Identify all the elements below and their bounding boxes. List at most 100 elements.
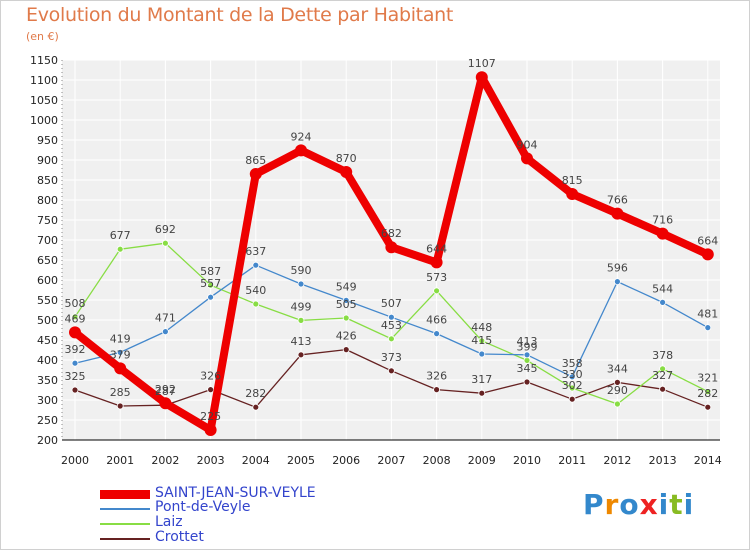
y-tick-label: 600 [37,274,58,287]
x-tick-label: 2011 [558,454,586,467]
data-point [71,313,79,321]
data-point [252,300,260,308]
legend-label: Pont-de-Veyle [155,499,251,515]
data-point [614,400,621,408]
data-label: 290 [607,384,628,397]
data-point [71,359,79,367]
data-point [252,403,260,411]
data-point [207,293,215,301]
data-point [611,207,624,220]
data-label: 549 [336,280,357,293]
data-point [566,188,579,200]
data-label: 448 [471,321,492,334]
data-point [116,402,124,410]
legend-label: SAINT-JEAN-SUR-VEYLE [155,485,316,501]
data-point [614,278,621,286]
data-label: 716 [652,214,673,227]
data-label: 1107 [468,57,496,70]
data-label: 292 [155,383,176,396]
legend-label: Laiz [155,514,183,530]
data-point [704,388,712,396]
data-label: 870 [336,152,357,165]
data-point [249,168,262,180]
data-point [159,397,172,410]
data-label: 471 [155,312,176,325]
data-point [207,281,215,289]
data-label: 466 [426,314,447,327]
y-tick-label: 800 [37,194,58,207]
data-label: 345 [517,362,538,375]
data-label: 544 [652,282,673,295]
y-tick-label: 350 [37,374,58,387]
data-label: 282 [697,387,718,400]
data-label: 644 [426,242,447,255]
data-label: 399 [517,340,538,353]
data-point [116,348,124,356]
data-label: 865 [245,154,266,167]
data-point [568,384,576,392]
data-point [297,351,305,359]
y-tick-label: 900 [37,154,58,167]
data-point [116,245,124,253]
logo-letter: t [669,488,684,521]
x-tick-label: 2001 [106,454,134,467]
data-point [568,373,576,381]
data-label: 469 [65,312,86,325]
data-label: 481 [697,308,718,321]
y-tick-label: 300 [37,394,58,407]
y-tick-label: 1150 [30,54,58,67]
data-point [478,350,486,358]
legend-label: Crottet [155,529,204,545]
data-label: 378 [652,349,673,362]
legend-swatch [100,538,150,540]
data-point [430,256,443,269]
data-point [433,386,441,394]
data-point [385,241,398,254]
logo-letter: i [658,488,670,521]
data-label: 590 [291,264,312,277]
data-label: 505 [336,298,357,311]
data-point [252,261,260,269]
data-label: 904 [517,138,538,151]
data-label: 573 [426,271,447,284]
chart-title: Evolution du Montant de la Dette par Hab… [26,4,454,26]
legend-swatch [100,523,150,525]
x-tick-label: 2014 [694,454,722,467]
data-label: 596 [607,262,628,275]
data-point [342,346,350,354]
y-tick-label: 550 [37,294,58,307]
data-label: 344 [607,362,628,375]
data-point [161,328,169,336]
data-point [387,335,395,343]
logo-letter: r [604,488,620,521]
data-point [433,287,441,295]
data-label: 508 [65,297,86,310]
x-tick-label: 2003 [197,454,225,467]
x-tick-label: 2009 [468,454,496,467]
data-label: 326 [200,370,221,383]
data-point [161,239,169,247]
x-tick-label: 2004 [242,454,270,467]
data-point [297,280,305,288]
data-point [387,313,395,321]
y-tick-label: 400 [37,354,58,367]
data-point [69,326,81,339]
data-point [297,316,305,324]
data-label: 413 [517,335,538,348]
x-tick-label: 2010 [513,454,541,467]
x-tick-label: 2002 [151,454,179,467]
data-label: 327 [652,369,673,382]
data-label: 540 [245,284,266,297]
data-label: 766 [607,194,628,207]
y-tick-label: 700 [37,234,58,247]
logo-letter: o [619,488,640,521]
data-point [204,424,217,436]
data-label: 682 [381,227,402,240]
x-tick-label: 2005 [287,454,315,467]
data-point [659,298,666,306]
data-label: 358 [562,357,583,370]
y-tick-label: 1100 [30,74,58,87]
y-tick-label: 1050 [30,94,58,107]
data-point [478,337,486,345]
legend-swatch [100,508,150,510]
